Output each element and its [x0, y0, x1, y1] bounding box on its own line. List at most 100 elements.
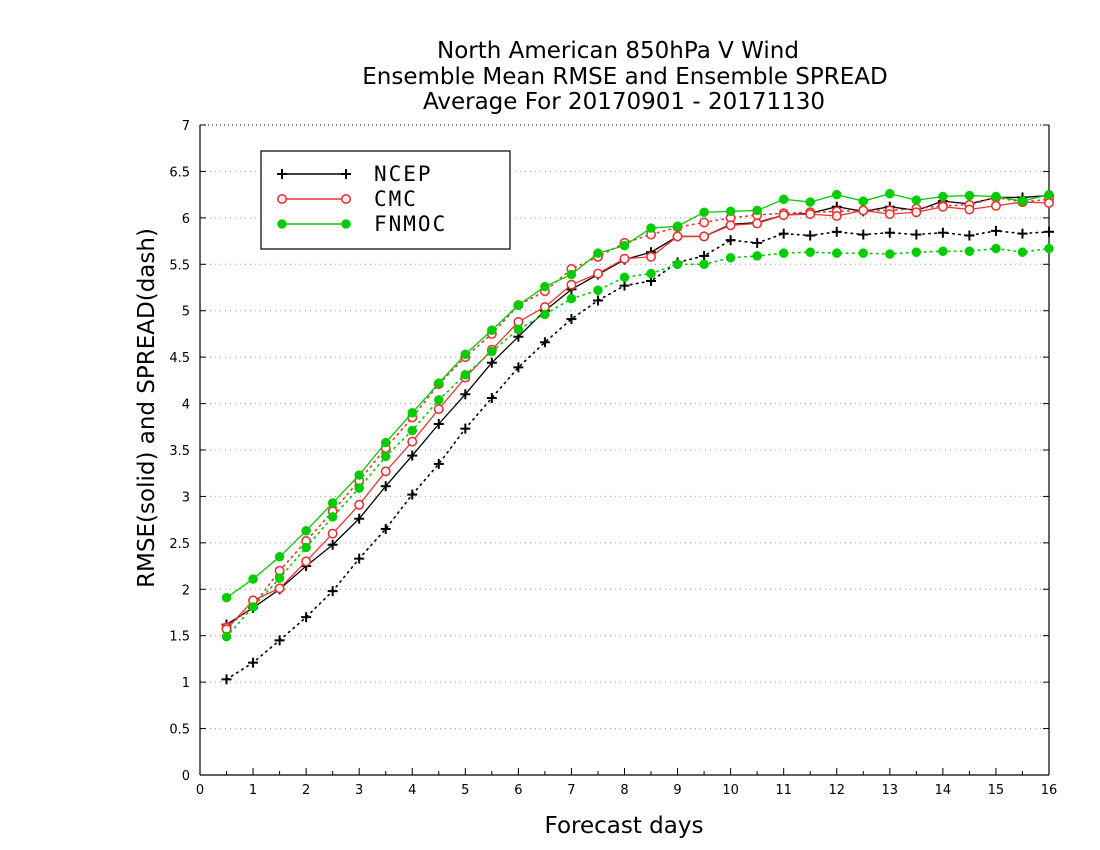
- x-tick-label: 1: [249, 783, 257, 798]
- ncep-spread-point: [592, 295, 603, 306]
- fnmoc-rmse-point: [911, 195, 922, 205]
- ncep-rmse-point: [327, 539, 338, 550]
- cmc-rmse-point: [327, 528, 338, 539]
- x-tick-label: 16: [1041, 783, 1058, 798]
- series-fnmoc: [221, 188, 1054, 642]
- y-tick-label: 5: [182, 305, 190, 320]
- ncep-spread-point: [990, 225, 1001, 236]
- fnmoc-rmse-point: [1017, 196, 1028, 206]
- fnmoc-rmse-point: [301, 526, 311, 536]
- ncep-spread-point: [460, 423, 471, 434]
- fnmoc-spread-point: [752, 251, 762, 261]
- cmc-rmse-point: [990, 200, 1001, 211]
- fnmoc-spread-point: [407, 425, 417, 436]
- y-axis-label: RMSE(solid) and SPREAD(dash): [134, 228, 160, 588]
- ncep-spread-point: [964, 230, 975, 241]
- fnmoc-rmse-point: [274, 552, 285, 562]
- fnmoc-rmse-point: [991, 191, 1001, 202]
- fnmoc-spread-point: [672, 259, 683, 270]
- x-tick-label: 11: [775, 783, 792, 798]
- fnmoc-rmse-point: [380, 437, 391, 448]
- fnmoc-spread-point: [540, 309, 550, 320]
- title-line-1: North American 850hPa V Wind: [437, 38, 799, 64]
- cmc-rmse-point: [937, 201, 948, 212]
- fnmoc-rmse-point: [672, 221, 683, 231]
- fnmoc-spread-point: [274, 573, 285, 583]
- cmc-rmse-point: [831, 211, 842, 222]
- ncep-spread-point: [805, 230, 816, 241]
- cmc-rmse-point: [1044, 198, 1055, 209]
- ncep-spread-point: [274, 635, 285, 646]
- fnmoc-rmse-point: [964, 190, 975, 201]
- x-tick-label: 0: [196, 783, 204, 798]
- x-tick-label: 4: [408, 783, 416, 798]
- grid: [200, 124, 1049, 730]
- ncep-spread-point: [539, 337, 550, 348]
- ncep-spread-point: [221, 674, 232, 685]
- cmc-rmse-point: [566, 279, 577, 290]
- cmc-rmse-point: [301, 556, 312, 567]
- legend-marker: [341, 169, 351, 179]
- ncep-spread-point: [380, 523, 391, 534]
- x-axis-ticks: 0 1 2 3 4 5 6 7 8 9 10 11 12 13 14 15 16: [196, 768, 1057, 798]
- y-tick-label: 3: [182, 490, 190, 505]
- legend-marker: [277, 169, 287, 179]
- fnmoc-rmse-point: [540, 281, 550, 292]
- fnmoc-spread-point: [619, 272, 630, 283]
- cmc-rmse-point: [805, 209, 816, 220]
- fnmoc-spread-point: [513, 324, 524, 335]
- y-tick-label: 6: [182, 212, 190, 227]
- cmc-rmse-point: [354, 499, 365, 510]
- x-tick-label: 15: [988, 783, 1005, 798]
- cmc-rmse-point: [964, 204, 975, 215]
- x-tick-label: 14: [935, 783, 952, 798]
- fnmoc-rmse-point: [752, 205, 762, 216]
- fnmoc-rmse-point: [805, 197, 815, 207]
- y-tick-label: 2.5: [169, 537, 190, 552]
- x-tick-label: 6: [514, 783, 522, 798]
- cmc-rmse-point: [884, 209, 895, 220]
- cmc-rmse-point: [778, 210, 789, 221]
- fnmoc-spread-point: [434, 395, 444, 405]
- x-axis-label: Forecast days: [545, 813, 704, 839]
- cmc-rmse-point: [274, 583, 285, 594]
- ncep-spread-point: [354, 553, 365, 564]
- fnmoc-rmse-point: [938, 191, 948, 202]
- legend-marker: [340, 194, 351, 205]
- x-tick-label: 13: [882, 783, 899, 798]
- ncep-rmse-point: [407, 450, 418, 461]
- fnmoc-spread-point: [725, 253, 736, 263]
- legend-item-ncep: NCEP: [277, 162, 433, 186]
- legend-marker: [277, 219, 287, 229]
- ncep-spread-point: [752, 237, 763, 248]
- ncep-spread-point: [566, 314, 577, 325]
- legend-marker: [276, 194, 287, 205]
- cmc-rmse-point: [911, 207, 922, 218]
- legend-label: NCEP: [374, 162, 433, 186]
- ncep-spread-point: [407, 489, 418, 500]
- ncep-rmse-line: [226, 194, 1050, 626]
- ncep-spread-point: [699, 250, 710, 261]
- fnmoc-rmse-point: [221, 592, 232, 603]
- cmc-rmse-point: [433, 404, 444, 415]
- fnmoc-spread-point: [248, 602, 258, 612]
- ncep-spread-point: [1044, 226, 1054, 237]
- ncep-spread-line: [225, 230, 1050, 681]
- title-line-3: Average For 20170901 - 20171130: [423, 89, 825, 115]
- cmc-rmse-point: [858, 205, 869, 216]
- ncep-rmse-point: [433, 419, 444, 429]
- fnmoc-rmse-point: [513, 300, 524, 310]
- title-line-2: Ensemble Mean RMSE and Ensemble SPREAD: [362, 64, 887, 90]
- cmc-spread-line: [225, 196, 1050, 629]
- ncep-spread-point: [937, 227, 948, 238]
- fnmoc-rmse-point: [566, 269, 577, 280]
- legend-marker: [341, 219, 351, 229]
- cmc-spread-point: [699, 217, 710, 228]
- cmc-rmse-line: [226, 201, 1050, 630]
- fnmoc-rmse-point: [699, 207, 709, 218]
- ncep-spread-point: [619, 280, 630, 291]
- x-tick-label: 5: [461, 783, 469, 798]
- y-tick-label: 0.5: [169, 723, 190, 738]
- fnmoc-rmse-point: [778, 194, 789, 205]
